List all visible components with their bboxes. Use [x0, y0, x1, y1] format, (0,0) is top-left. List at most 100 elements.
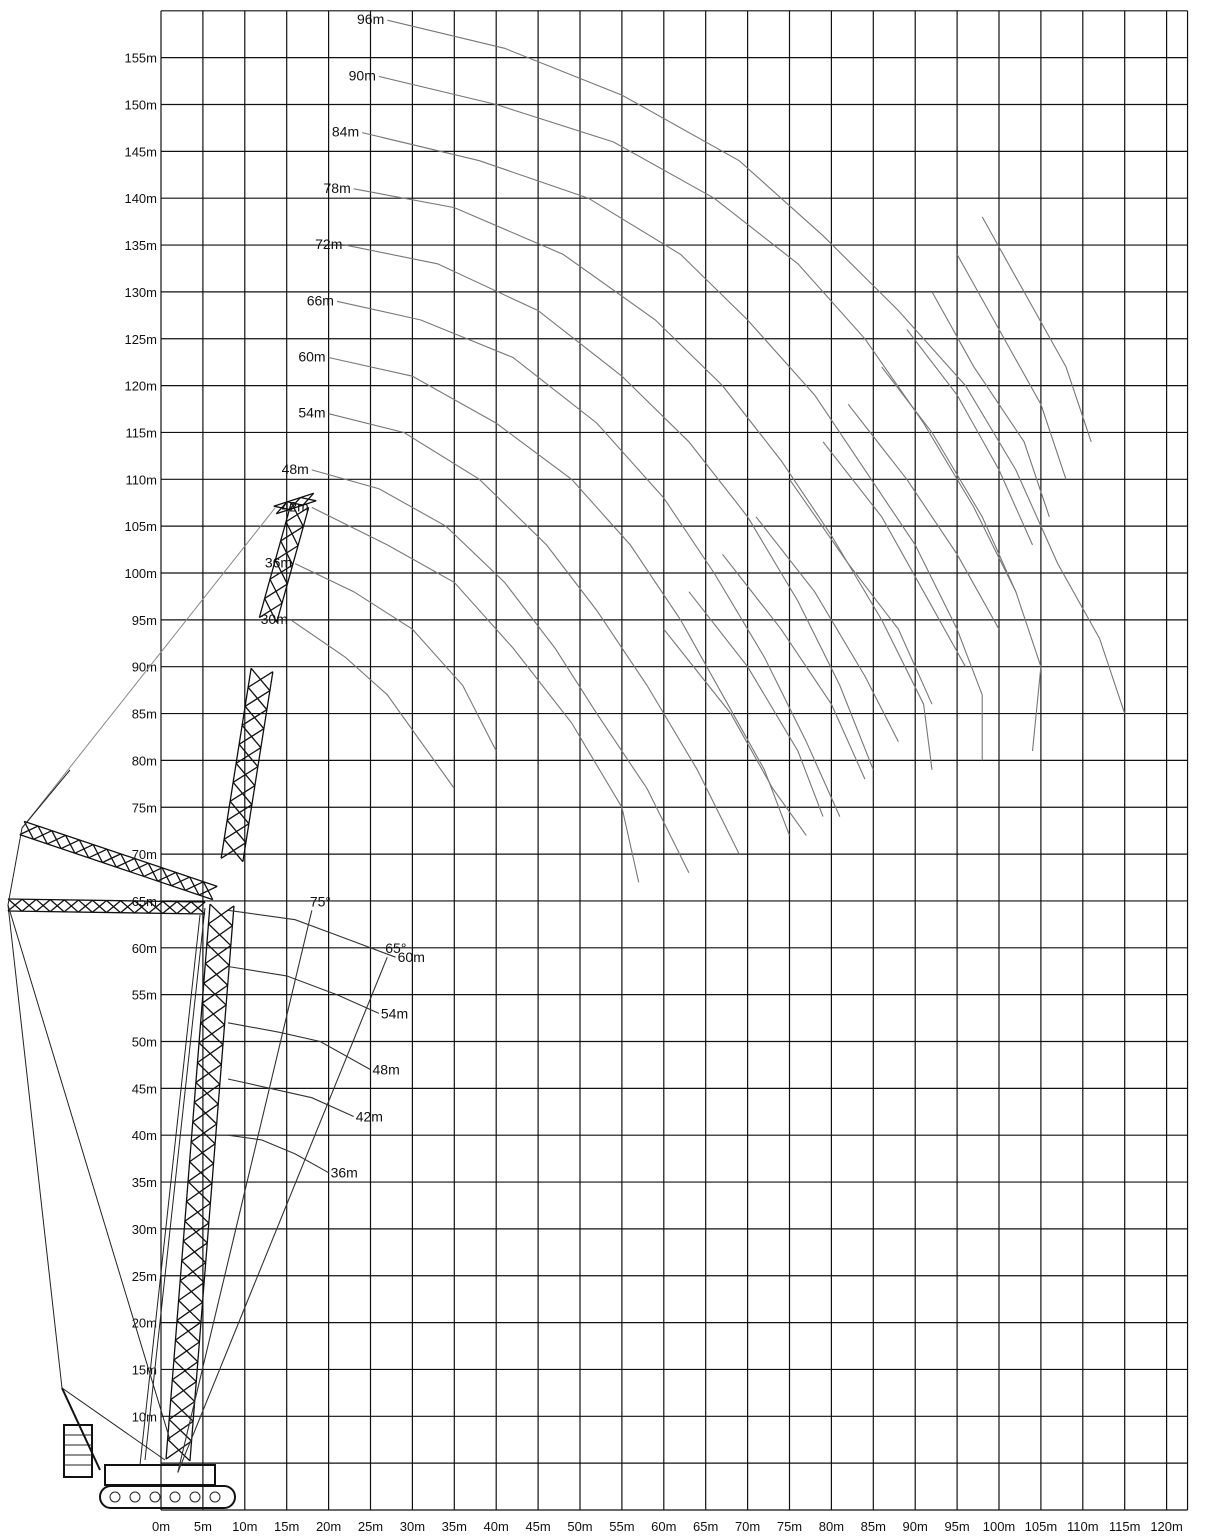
lattice-brace	[238, 728, 265, 745]
lattice-chord	[276, 500, 317, 515]
lattice-brace	[198, 1024, 225, 1044]
lattice-brace	[178, 1282, 205, 1302]
x-tick-label: 30m	[400, 1519, 425, 1534]
y-tick-label: 15m	[132, 1362, 157, 1377]
track-rollers	[109, 1491, 221, 1503]
lattice-brace	[235, 747, 262, 764]
y-tick-label: 155m	[124, 51, 157, 66]
y-tick-label: 95m	[132, 613, 157, 628]
lattice-brace	[223, 823, 250, 840]
y-tick-label: 25m	[132, 1269, 157, 1284]
series-labels: 30m 36m 42m 48m 54m 60m 66m 72m 78m 84m 90m 96m 36m 4…	[261, 11, 425, 1181]
lattice-brace	[247, 671, 274, 688]
jib-struts	[7, 492, 317, 915]
lattice-brace	[65, 834, 76, 854]
jib-label-30m: 30m	[261, 611, 288, 627]
y-tick-label: 40m	[132, 1128, 157, 1143]
x-tick-label: 40m	[484, 1519, 509, 1534]
jib-label-36m: 36m	[265, 555, 292, 571]
jib-angle-curve	[847, 403, 1000, 630]
y-tick-label: 45m	[132, 1081, 157, 1096]
jib-label-42m: 42m	[282, 498, 309, 514]
lattice-brace	[51, 830, 62, 849]
crawler-crane-illustration	[7, 492, 317, 1509]
boom-label-36m: 36m	[331, 1165, 358, 1181]
x-tick-label: 20m	[316, 1519, 341, 1534]
y-tick-label: 135m	[124, 238, 157, 253]
lattice-brace	[190, 1123, 218, 1143]
lattice-brace	[162, 900, 178, 915]
jib-angle-curve	[931, 291, 1050, 517]
x-tick-label: 80m	[819, 1519, 844, 1534]
lattice-brace	[181, 1242, 208, 1262]
boom-curve-42m	[227, 1078, 354, 1118]
x-tick-label: 50m	[567, 1519, 592, 1534]
lattice-brace	[63, 899, 79, 913]
boom-label-54m: 54m	[381, 1005, 408, 1021]
jib-curve-30m	[290, 619, 455, 789]
y-tick-label: 30m	[132, 1222, 157, 1237]
lattice-brace	[189, 876, 200, 896]
lattice-brace	[175, 1321, 202, 1341]
lattice-brace	[161, 867, 172, 887]
x-tick-label: 115m	[1109, 1519, 1141, 1534]
lattice-brace	[148, 900, 164, 914]
lattice-brace	[274, 545, 299, 561]
y-tick-label: 100m	[124, 566, 157, 581]
lattice-brace	[106, 848, 117, 868]
lattice-brace	[184, 1202, 211, 1222]
lattice-brace	[220, 842, 247, 859]
lattice-brace	[204, 945, 232, 965]
jib-curve-78m	[353, 188, 933, 770]
boom-label-60m: 60m	[398, 949, 425, 965]
lattice-brace	[202, 881, 214, 900]
x-tick-label: 85m	[861, 1519, 886, 1534]
boom-label-42m: 42m	[356, 1108, 383, 1124]
x-tick-label: 110m	[1067, 1519, 1099, 1534]
lattice-brace	[203, 964, 230, 984]
jib-curve-36m	[294, 563, 497, 752]
x-tick-label: 60m	[651, 1519, 676, 1534]
back-mast	[61, 1387, 101, 1471]
angle-label: 65°	[385, 940, 406, 956]
jib-angle-curve	[822, 441, 966, 667]
jib-label-84m: 84m	[332, 124, 359, 140]
jib-curve-42m	[311, 506, 640, 883]
y-tick-label: 70m	[132, 847, 157, 862]
lattice-brace	[193, 1083, 221, 1103]
lattice-brace	[120, 853, 131, 873]
jib-angle-curve	[881, 366, 1017, 592]
jib-curve-48m	[311, 469, 690, 874]
jib-label-90m: 90m	[349, 67, 376, 83]
angle-line-75°	[177, 910, 313, 1473]
x-tick-label: 55m	[609, 1519, 634, 1534]
jib-label-48m: 48m	[282, 461, 309, 477]
lattice-brace	[133, 858, 145, 877]
x-tick-label: 25m	[358, 1519, 383, 1534]
boom-angle-lines	[177, 910, 388, 1473]
lattice-brace	[37, 825, 48, 845]
jib-curve-60m	[328, 356, 791, 836]
lattice-brace	[269, 564, 294, 580]
hoist-line-a	[144, 907, 206, 1461]
strut-tip-pendant	[21, 769, 71, 829]
lattice-brace	[165, 1440, 192, 1460]
angle-line-65°	[177, 956, 388, 1473]
lattice-brace	[195, 1063, 222, 1083]
lattice-brace	[280, 526, 304, 542]
jib-label-78m: 78m	[324, 180, 351, 196]
y-tick-label: 75m	[132, 800, 157, 815]
lattice-brace	[264, 583, 288, 599]
lattice-brace	[286, 501, 304, 506]
lattice-brace	[168, 1400, 196, 1420]
jib-range-curves	[290, 19, 1126, 883]
y-tick-label: 85m	[132, 707, 157, 722]
x-tick-label: 35m	[442, 1519, 467, 1534]
jib-angle-curve	[722, 553, 866, 780]
x-tick-label: 10m	[232, 1519, 257, 1534]
lattice-brace	[189, 1143, 216, 1163]
lattice-brace	[192, 1103, 219, 1123]
strut-backstay	[7, 904, 171, 1441]
strut-link	[7, 827, 23, 906]
